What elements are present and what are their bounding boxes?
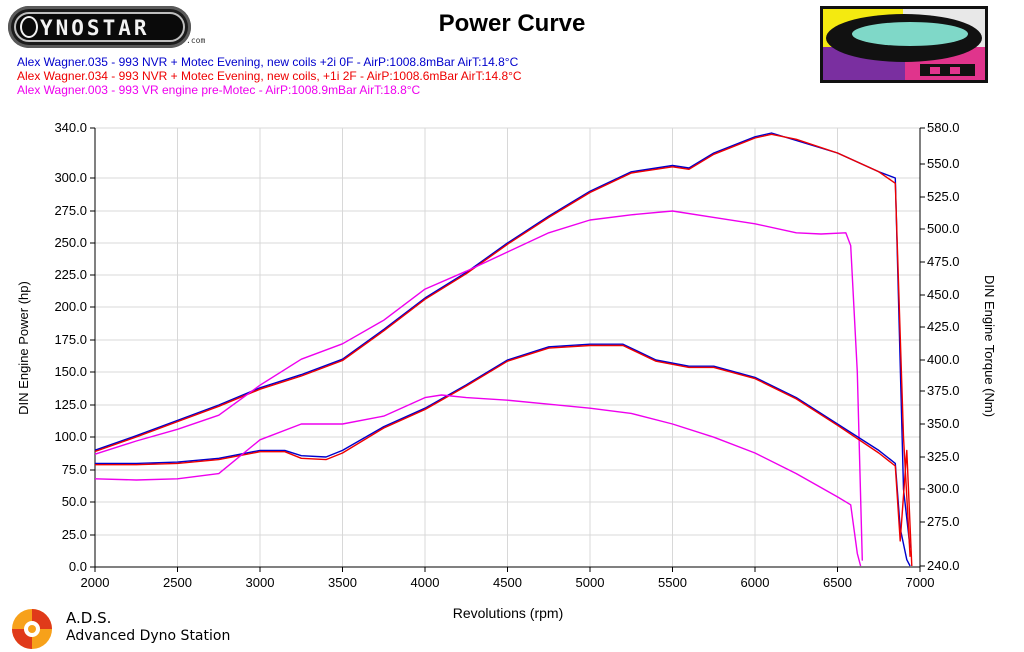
y-tick-label: 75.0	[62, 462, 87, 477]
chart-title: Power Curve	[438, 10, 586, 37]
y-tick-label: 225.0	[54, 267, 87, 282]
x-tick-label: 4500	[493, 575, 522, 590]
series-line-power	[94, 210, 863, 561]
ads-subtitle: Advanced Dyno Station	[66, 628, 231, 644]
dynostar-logo: YNOSTAR	[8, 6, 191, 48]
y2-tick-label: 375.0	[927, 383, 960, 398]
x-tick-label: 6000	[741, 575, 770, 590]
axes: 2000 2500 3000 3500 4000 4500 5000 5500 6000 6500…	[54, 120, 959, 590]
y2-tick-label: 275.0	[927, 514, 960, 529]
ads-name: A.D.S.	[66, 609, 112, 627]
y2-tick-label: 580.0	[927, 120, 960, 135]
x-tick-label: 2500	[163, 575, 192, 590]
x-tick-label: 6500	[823, 575, 852, 590]
y-tick-label: 275.0	[54, 203, 87, 218]
y2-tick-label: 500.0	[927, 221, 960, 236]
y2-tick-label: 240.0	[927, 558, 960, 573]
x-tick-label: 2000	[81, 575, 110, 590]
series-lines	[94, 132, 913, 567]
x-tick-label: 5000	[576, 575, 605, 590]
legend-entry: Alex Wagner.003 - 993 VR engine pre-Mote…	[17, 83, 421, 97]
y2-tick-label: 400.0	[927, 352, 960, 367]
y2-tick-label: 475.0	[927, 254, 960, 269]
y-tick-label: 175.0	[54, 332, 87, 347]
logo-text: YNOSTAR	[40, 16, 150, 40]
y-axis-label: DIN Engine Power (hp)	[16, 281, 31, 415]
y2-tick-label: 525.0	[927, 189, 960, 204]
y-tick-label: 25.0	[62, 527, 87, 542]
dyno-station-logo	[820, 6, 988, 83]
y2-tick-label: 425.0	[927, 319, 960, 334]
y2-tick-label: 450.0	[927, 287, 960, 302]
y2-tick-label: 550.0	[927, 156, 960, 171]
y-tick-label: 300.0	[54, 170, 87, 185]
y2-tick-label: 325.0	[927, 449, 960, 464]
ads-footer-logo: A.D.S. Advanced Dyno Station	[8, 605, 268, 650]
ads-sun-icon	[12, 609, 52, 649]
y-tick-label: 125.0	[54, 397, 87, 412]
legend-entry: Alex Wagner.034 - 993 NVR + Motec Evenin…	[17, 69, 522, 83]
y-tick-label: 250.0	[54, 235, 87, 250]
grid-lines	[94, 127, 921, 568]
y2-axis-label: DIN Engine Torque (Nm)	[982, 275, 997, 417]
x-tick-label: 4000	[411, 575, 440, 590]
y-tick-label: 100.0	[54, 429, 87, 444]
y-tick-label: 200.0	[54, 299, 87, 314]
x-tick-label: 3000	[246, 575, 275, 590]
y-tick-label: 50.0	[62, 494, 87, 509]
series-line-torque	[95, 344, 913, 567]
y2-tick-label: 350.0	[927, 416, 960, 431]
y2-tick-label: 300.0	[927, 481, 960, 496]
legend-entry: Alex Wagner.035 - 993 NVR + Motec Evenin…	[17, 55, 519, 69]
y-tick-label: 150.0	[54, 364, 87, 379]
chart-legend: Alex Wagner.035 - 993 NVR + Motec Evenin…	[17, 55, 522, 97]
logo-domain-suffix: .com	[186, 36, 206, 45]
logo-d-mark	[20, 16, 38, 38]
x-tick-label: 3500	[328, 575, 357, 590]
x-tick-label: 5500	[658, 575, 687, 590]
x-axis-label: Revolutions (rpm)	[453, 605, 563, 621]
x-tick-label: 7000	[906, 575, 935, 590]
y-tick-label: 0.0	[69, 559, 87, 574]
series-line-torque	[94, 394, 862, 567]
y-tick-label: 340.0	[54, 120, 87, 135]
series-line-torque	[95, 343, 911, 567]
series-line-power	[94, 133, 911, 557]
